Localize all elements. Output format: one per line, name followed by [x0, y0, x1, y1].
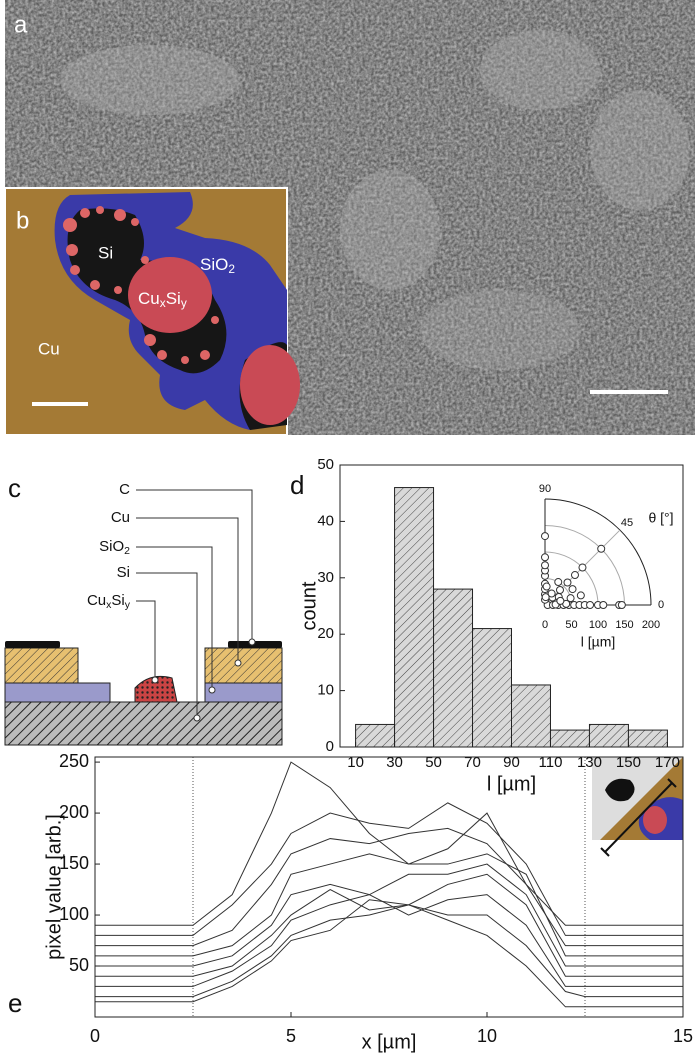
- y-tick-label: 150: [59, 853, 89, 873]
- point: [617, 601, 626, 609]
- point: [541, 532, 549, 541]
- point: [556, 596, 565, 605]
- theta-tick-label: 0: [658, 599, 664, 611]
- point: [541, 561, 549, 570]
- theta-tick-label: 45: [621, 517, 633, 529]
- point: [566, 594, 575, 603]
- x-axis-title: l [µm]: [487, 773, 536, 795]
- y-tick-label: 250: [59, 751, 89, 771]
- r-tick-label: 200: [642, 619, 660, 631]
- x-tick-label: 50: [425, 754, 442, 771]
- x-tick-label: 170: [655, 754, 680, 771]
- x-axis-title: x [µm]: [362, 1031, 417, 1053]
- profile-line: [95, 853, 683, 957]
- y-tick-label: 50: [317, 456, 334, 473]
- bar: [433, 588, 474, 748]
- bar: [355, 723, 396, 748]
- y-axis-title: pixel value [arb.]: [43, 814, 65, 960]
- profile-line: [95, 904, 683, 998]
- y-tick-label: 30: [317, 569, 334, 586]
- point: [568, 585, 577, 594]
- point: [599, 601, 608, 609]
- profile-line: [95, 863, 683, 967]
- bar: [588, 723, 629, 748]
- profile-line: [95, 894, 683, 987]
- x-tick-label: 30: [386, 754, 403, 771]
- bar: [549, 729, 590, 748]
- y-tick-label: 200: [59, 802, 89, 822]
- x-tick-label: 110: [539, 754, 563, 771]
- sem-image: [5, 0, 695, 435]
- bar: [511, 684, 551, 748]
- profile-line: [95, 899, 683, 1008]
- x-tick-label: 90: [503, 754, 520, 771]
- y-axis-title: count: [298, 581, 320, 630]
- profile-line: [95, 827, 683, 947]
- region-label: Si: [98, 243, 113, 262]
- r-tick-label: 0: [542, 619, 548, 631]
- x-tick-label: 70: [464, 754, 481, 771]
- x-tick-label: 15: [673, 1026, 693, 1046]
- profile-line: [95, 761, 683, 926]
- inset-image: [4, 187, 300, 436]
- region-label: CuxSiy: [138, 289, 187, 310]
- layer-label: Cu: [111, 509, 130, 526]
- inset-bg: [537, 479, 669, 645]
- x-tick-label: 10: [477, 1026, 497, 1046]
- layer-label: CuxSiy: [87, 592, 131, 611]
- layer-label: Si: [117, 564, 130, 581]
- panel-label: a: [14, 11, 28, 38]
- schematic: [4, 489, 283, 746]
- x-tick-label: 0: [90, 1026, 100, 1046]
- point: [555, 586, 564, 595]
- point: [578, 563, 587, 572]
- region-label: Cu: [38, 339, 60, 358]
- theta-axis-title: θ [°]: [648, 510, 673, 526]
- point: [570, 571, 579, 580]
- bar: [627, 729, 668, 748]
- bar: [394, 487, 435, 748]
- x-tick-label: 5: [286, 1026, 296, 1046]
- y-tick-label: 50: [69, 955, 89, 975]
- r-tick-label: 50: [565, 619, 577, 631]
- layer-label: C: [119, 481, 130, 498]
- profile-line: [95, 873, 683, 977]
- x-tick-label: 130: [577, 754, 602, 771]
- y-tick-label: 20: [317, 625, 334, 642]
- panel-label: b: [16, 207, 29, 234]
- y-tick-label: 40: [317, 512, 334, 529]
- x-tick-label: 10: [347, 754, 364, 771]
- point: [586, 601, 595, 609]
- point: [542, 582, 551, 591]
- region-label: SiO2: [200, 255, 235, 276]
- profile-line: [95, 802, 683, 936]
- x-tick-label: 150: [616, 754, 641, 771]
- point: [554, 578, 563, 587]
- r-axis-title: l [µm]: [581, 634, 616, 650]
- panel-label: e: [8, 988, 22, 1018]
- y-tick-label: 100: [59, 904, 89, 924]
- theta-tick-label: 90: [539, 483, 551, 495]
- r-tick-label: 100: [589, 619, 607, 631]
- bar: [472, 628, 513, 748]
- point: [563, 578, 572, 587]
- point: [576, 591, 585, 600]
- y-tick-label: 0: [326, 738, 334, 755]
- plot-frame: [94, 756, 684, 1018]
- profile-inset: [592, 757, 683, 857]
- layer-label: SiO2: [99, 538, 130, 557]
- r-tick-label: 150: [615, 619, 633, 631]
- point: [547, 589, 556, 598]
- point: [597, 544, 606, 553]
- panel-label: c: [8, 473, 21, 503]
- y-tick-label: 10: [317, 682, 334, 699]
- panel-label: d: [290, 470, 304, 500]
- point: [541, 553, 549, 562]
- layer-labels: C Cu SiO2 Si CuxSiy: [87, 481, 131, 611]
